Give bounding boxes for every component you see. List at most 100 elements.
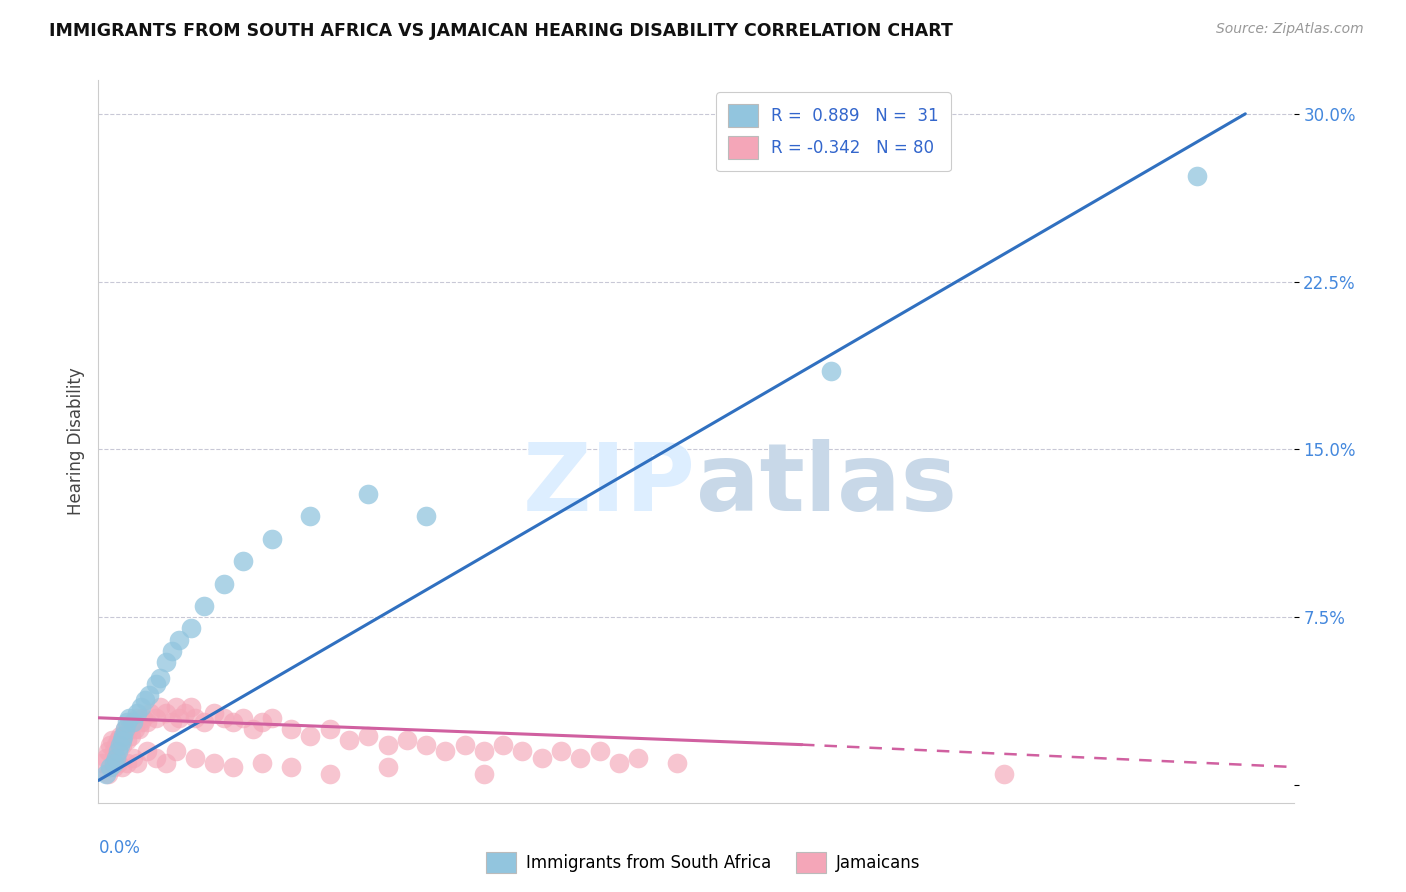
Point bbox=[472, 744, 495, 758]
Point bbox=[1185, 169, 1208, 184]
Point bbox=[118, 711, 141, 725]
Point bbox=[129, 699, 152, 714]
Point bbox=[299, 509, 322, 524]
Point bbox=[132, 711, 155, 725]
Point bbox=[149, 671, 172, 685]
Point bbox=[337, 733, 360, 747]
Point bbox=[184, 711, 207, 725]
Point bbox=[512, 744, 534, 758]
Point bbox=[160, 715, 183, 730]
Point bbox=[110, 760, 132, 774]
Point bbox=[415, 509, 437, 524]
Point bbox=[472, 766, 495, 780]
Point bbox=[665, 756, 688, 770]
Point bbox=[129, 715, 152, 730]
Point bbox=[103, 756, 125, 770]
Point bbox=[165, 744, 187, 758]
Point bbox=[139, 706, 162, 721]
Point bbox=[232, 554, 254, 568]
Point bbox=[280, 760, 302, 774]
Point bbox=[184, 751, 207, 765]
Point bbox=[145, 711, 167, 725]
Point bbox=[103, 760, 125, 774]
Point bbox=[122, 715, 145, 730]
Point bbox=[212, 576, 235, 591]
Point bbox=[112, 729, 135, 743]
Point bbox=[107, 744, 129, 758]
Point bbox=[174, 706, 197, 721]
Point bbox=[108, 729, 131, 743]
Point bbox=[180, 699, 202, 714]
Point bbox=[114, 722, 136, 736]
Point bbox=[242, 722, 264, 736]
Point bbox=[145, 677, 167, 691]
Point bbox=[138, 689, 160, 703]
Point bbox=[120, 729, 142, 743]
Point bbox=[252, 715, 274, 730]
Point bbox=[110, 738, 132, 752]
Point bbox=[135, 715, 157, 730]
Point bbox=[103, 744, 125, 758]
Text: ZIP: ZIP bbox=[523, 439, 696, 531]
Point bbox=[993, 766, 1015, 780]
Point bbox=[180, 621, 202, 635]
Point bbox=[820, 364, 842, 378]
Point bbox=[222, 715, 245, 730]
Point bbox=[232, 711, 254, 725]
Point bbox=[117, 756, 139, 770]
Point bbox=[98, 738, 121, 752]
Point bbox=[108, 738, 131, 752]
Point bbox=[607, 756, 630, 770]
Point bbox=[134, 693, 156, 707]
Point bbox=[125, 756, 148, 770]
Point bbox=[260, 711, 283, 725]
Point bbox=[252, 756, 274, 770]
Point bbox=[125, 706, 148, 721]
Point bbox=[107, 756, 129, 770]
Text: atlas: atlas bbox=[696, 439, 957, 531]
Point bbox=[117, 715, 139, 730]
Point bbox=[165, 699, 187, 714]
Point bbox=[97, 766, 120, 780]
Point bbox=[94, 766, 117, 780]
Point bbox=[110, 733, 132, 747]
Point bbox=[155, 706, 177, 721]
Point bbox=[319, 722, 342, 736]
Point bbox=[169, 711, 191, 725]
Point bbox=[135, 744, 157, 758]
Point bbox=[280, 722, 302, 736]
Point bbox=[169, 632, 191, 647]
Point bbox=[160, 643, 183, 657]
Point bbox=[492, 738, 515, 752]
Point bbox=[118, 722, 141, 736]
Point bbox=[112, 729, 135, 743]
Legend: Immigrants from South Africa, Jamaicans: Immigrants from South Africa, Jamaicans bbox=[479, 846, 927, 880]
Point bbox=[193, 715, 215, 730]
Point bbox=[114, 722, 136, 736]
Point bbox=[128, 722, 150, 736]
Point bbox=[155, 756, 177, 770]
Point bbox=[415, 738, 437, 752]
Point bbox=[155, 655, 177, 669]
Point bbox=[91, 756, 114, 770]
Point bbox=[434, 744, 457, 758]
Point bbox=[550, 744, 572, 758]
Point bbox=[453, 738, 475, 752]
Text: IMMIGRANTS FROM SOUTH AFRICA VS JAMAICAN HEARING DISABILITY CORRELATION CHART: IMMIGRANTS FROM SOUTH AFRICA VS JAMAICAN… bbox=[49, 22, 953, 40]
Point bbox=[94, 751, 117, 765]
Point bbox=[377, 738, 399, 752]
Point bbox=[101, 733, 124, 747]
Point bbox=[122, 715, 145, 730]
Point bbox=[627, 751, 650, 765]
Point bbox=[202, 706, 225, 721]
Point bbox=[260, 532, 283, 546]
Point bbox=[122, 751, 145, 765]
Point bbox=[125, 711, 148, 725]
Point bbox=[145, 751, 167, 765]
Point bbox=[149, 699, 172, 714]
Text: Source: ZipAtlas.com: Source: ZipAtlas.com bbox=[1216, 22, 1364, 37]
Text: 0.0%: 0.0% bbox=[98, 838, 141, 857]
Point bbox=[569, 751, 592, 765]
Point bbox=[377, 760, 399, 774]
Point bbox=[104, 738, 127, 752]
